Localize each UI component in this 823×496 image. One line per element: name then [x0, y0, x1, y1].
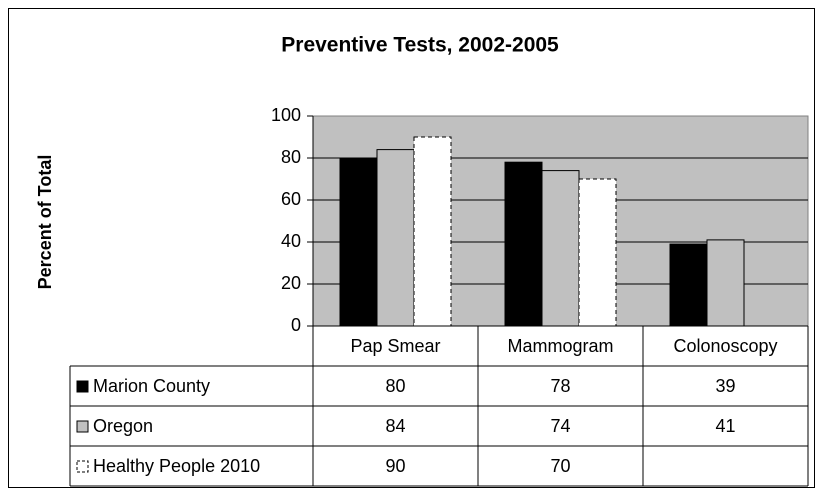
table-value: 39: [715, 376, 735, 396]
legend-label: Oregon: [93, 416, 153, 436]
bar: [578, 178, 617, 327]
bar: [376, 149, 415, 327]
table-value: 78: [550, 376, 570, 396]
y-axis-label: Percent of Total: [35, 155, 55, 290]
y-tick-label: 40: [281, 231, 301, 251]
bar: [339, 157, 378, 327]
y-tick-label: 100: [271, 105, 301, 125]
y-tick-label: 80: [281, 147, 301, 167]
x-tick-label: Pap Smear: [350, 336, 440, 356]
legend-key: [76, 460, 89, 473]
table-value: 70: [550, 456, 570, 476]
y-tick-label: 60: [281, 189, 301, 209]
table-value: 84: [385, 416, 405, 436]
x-tick-label: Colonoscopy: [673, 336, 777, 356]
y-tick-label: 20: [281, 273, 301, 293]
y-tick-label: 0: [291, 315, 301, 335]
legend-key: [76, 420, 89, 433]
table-value: 41: [715, 416, 735, 436]
x-tick-label: Mammogram: [507, 336, 613, 356]
bar: [413, 136, 452, 327]
table-value: 74: [550, 416, 570, 436]
bar: [706, 239, 745, 327]
legend-label: Marion County: [93, 376, 210, 396]
bar: [669, 243, 708, 327]
legend-key: [76, 380, 89, 393]
legend-label: Healthy People 2010: [93, 456, 260, 476]
table-value: 80: [385, 376, 405, 396]
bar: [541, 170, 580, 327]
chart-title: Preventive Tests, 2002-2005: [281, 34, 559, 57]
table-value: 90: [385, 456, 405, 476]
bar: [504, 161, 543, 327]
